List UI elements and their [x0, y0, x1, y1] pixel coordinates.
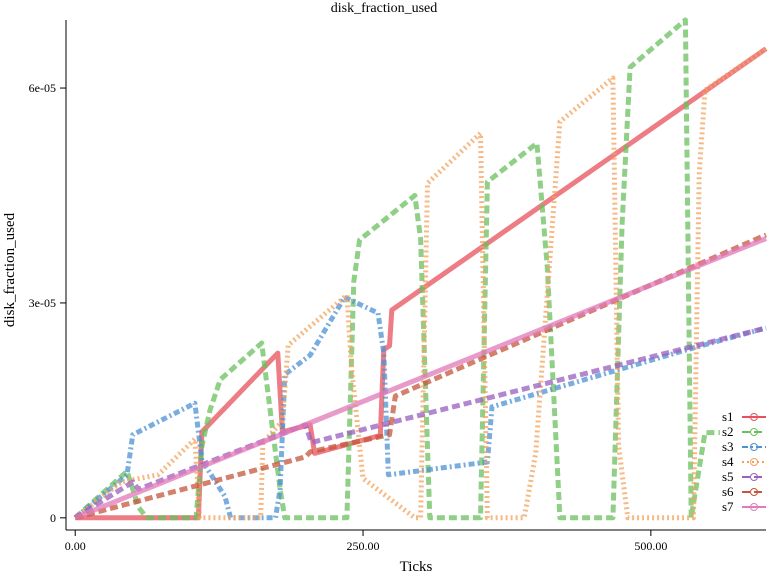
- legend-label: s3: [722, 439, 734, 454]
- legend-marker: [750, 473, 758, 481]
- series-line: [75, 46, 768, 521]
- y-axis-label: disk_fraction_used: [2, 212, 18, 327]
- x-tick-label: 500.00: [634, 539, 667, 553]
- chart-title: disk_fraction_used: [331, 1, 438, 16]
- legend-label: s4: [722, 454, 734, 469]
- series-line: [73, 46, 768, 521]
- x-tick-label: 0.00: [65, 539, 86, 553]
- y-tick-label: 0: [50, 511, 56, 525]
- x-axis-label: Ticks: [400, 559, 433, 575]
- x-tick-label: 250.00: [347, 539, 380, 553]
- series-line: [73, 294, 767, 521]
- series-line: [74, 232, 767, 521]
- legend-marker: [750, 503, 758, 511]
- legend-marker: [750, 413, 758, 421]
- legend-label: s1: [722, 409, 734, 424]
- y-tick-label: 6e-05: [29, 81, 56, 95]
- legend-label: s6: [722, 484, 734, 499]
- legend-marker: [750, 443, 758, 451]
- legend-label: s2: [722, 424, 734, 439]
- legend-label: s5: [722, 469, 734, 484]
- legend-marker: [750, 488, 758, 496]
- legend-marker: [750, 458, 758, 466]
- series-line: [73, 17, 720, 521]
- legend-label: s7: [722, 499, 734, 514]
- legend-marker: [750, 428, 758, 436]
- series-line: [73, 325, 767, 520]
- series-line: [74, 236, 767, 521]
- y-tick-label: 3e-05: [29, 296, 56, 310]
